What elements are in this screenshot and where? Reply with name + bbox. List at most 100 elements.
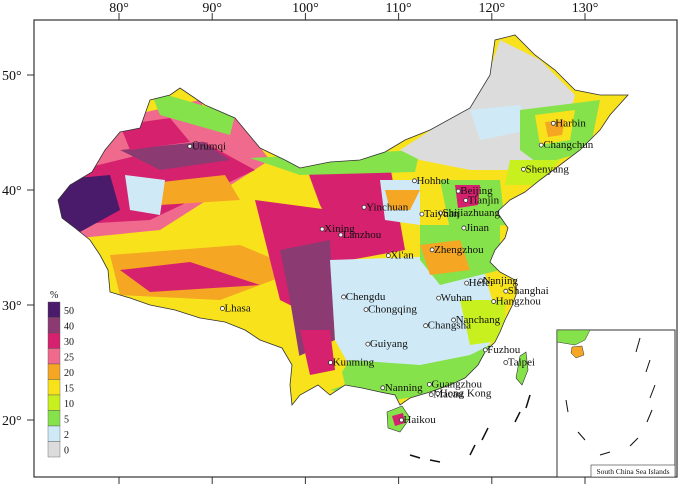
city-marker <box>423 323 429 329</box>
lat-tick-label: 50° <box>2 69 22 84</box>
city-marker <box>455 188 461 194</box>
city-marker <box>503 360 509 365</box>
city-label: Hangzhou <box>496 296 542 308</box>
lon-tick-label: 120° <box>478 1 505 16</box>
city-marker <box>461 225 467 231</box>
city-marker <box>187 143 193 149</box>
legend-unit: % <box>50 290 58 301</box>
city-label: Zhengzhou <box>434 244 484 256</box>
city-marker <box>220 306 225 311</box>
city-marker <box>550 120 556 126</box>
city-label: Xi'an <box>390 250 414 262</box>
city-label: Changchun <box>543 139 594 151</box>
legend-class-label: 2 <box>64 430 69 441</box>
lon-tick-label: 110° <box>386 1 412 16</box>
lat-tick-label: 40° <box>2 184 22 199</box>
legend-swatch <box>47 332 61 349</box>
lon-tick-label: 130° <box>572 1 599 16</box>
city-marker <box>385 253 391 258</box>
city-label: Ürümqi <box>192 140 226 152</box>
lon-tick-label: 90° <box>202 1 222 16</box>
legend-swatch <box>47 301 61 318</box>
legend-class-label: 20 <box>64 368 74 379</box>
city-marker <box>365 341 371 347</box>
city-marker <box>419 211 425 217</box>
legend-class-label: 0 <box>64 446 69 457</box>
city-label: Hohhot <box>416 175 449 187</box>
lat-tick-label: 20° <box>2 414 22 429</box>
city-marker <box>380 385 386 391</box>
city-marker <box>464 280 470 286</box>
city-label: Tianjin <box>468 194 500 206</box>
city-marker <box>503 288 509 294</box>
city-label: Shijiazhuang <box>443 207 501 219</box>
city-label: Nanchang <box>456 314 501 326</box>
map-frame <box>33 19 678 478</box>
legend-class-label: 40 <box>64 322 74 333</box>
city-label: Hong Kong <box>440 388 492 400</box>
city-label: Changsha <box>428 320 472 332</box>
city-label: Chengdu <box>346 291 386 303</box>
lon-tick-label: 100° <box>292 1 319 16</box>
city-label: Wuhan <box>441 292 473 304</box>
legend-swatch <box>47 410 61 427</box>
lat-tick-label: 30° <box>2 299 22 314</box>
city-marker <box>438 210 443 216</box>
city-marker <box>398 417 404 423</box>
city-label: Harbin <box>555 117 586 129</box>
city-label: Guangzhou <box>431 378 482 390</box>
legend-class-label: 30 <box>64 337 74 348</box>
city-label: Shenyang <box>525 163 569 175</box>
city-marker <box>426 381 432 387</box>
city-label: Macau <box>433 389 463 401</box>
city-marker <box>521 166 526 172</box>
city-label: Taipei <box>508 357 535 369</box>
city-marker <box>451 317 456 323</box>
city-marker <box>463 197 469 203</box>
city-marker <box>428 392 434 398</box>
city-marker <box>361 204 367 210</box>
city-label: Lhasa <box>224 302 250 314</box>
city-marker <box>478 278 484 284</box>
legend-swatch <box>47 363 61 380</box>
city-label: Yinchuan <box>366 201 409 213</box>
taiwan-island <box>515 351 529 386</box>
city-label: Beijing <box>460 185 493 197</box>
city-marker <box>328 360 333 365</box>
legend-class-label: 25 <box>64 353 74 364</box>
city-label: Kunming <box>333 357 375 369</box>
legend-swatch <box>47 379 61 396</box>
city-label: Shanghai <box>508 285 549 297</box>
axis-ticks: 80° 90° 100° 110° 120° 130° 50° 40° 30° 20° <box>2 1 598 484</box>
inset-south-china-sea: South China Sea Islands <box>556 329 676 478</box>
city-label: Xining <box>324 223 355 235</box>
legend-swatch <box>47 394 61 411</box>
legend-swatch <box>47 425 61 442</box>
city-label: Chongqing <box>368 304 417 316</box>
legend-class-label: 50 <box>64 306 74 317</box>
city-marker <box>435 391 441 396</box>
city-marker <box>341 294 347 300</box>
city-marker <box>538 142 544 148</box>
inset-label: South China Sea Islands <box>596 467 669 476</box>
city-label: Fuzhou <box>487 344 521 356</box>
city-label: Nanjing <box>483 275 519 287</box>
city-label: Hefei <box>469 277 493 289</box>
city-label: Nanning <box>385 382 423 394</box>
hainan-core <box>392 413 405 426</box>
city-label: Jinan <box>466 222 490 234</box>
legend-swatch <box>47 317 61 334</box>
city-marker <box>491 299 497 304</box>
city-label: Lanzhou <box>343 229 382 241</box>
city-label: Haikou <box>403 414 436 426</box>
city-marker <box>412 178 417 184</box>
city-marker <box>436 295 442 301</box>
legend-swatch <box>47 348 61 365</box>
city-marker <box>429 247 435 253</box>
city-marker <box>482 347 488 353</box>
legend-class-label: 5 <box>64 415 69 426</box>
city-markers: Harbin Changchun Shenyang Ürümqi Hohhot Beiji… <box>187 117 594 426</box>
city-marker <box>319 226 325 232</box>
